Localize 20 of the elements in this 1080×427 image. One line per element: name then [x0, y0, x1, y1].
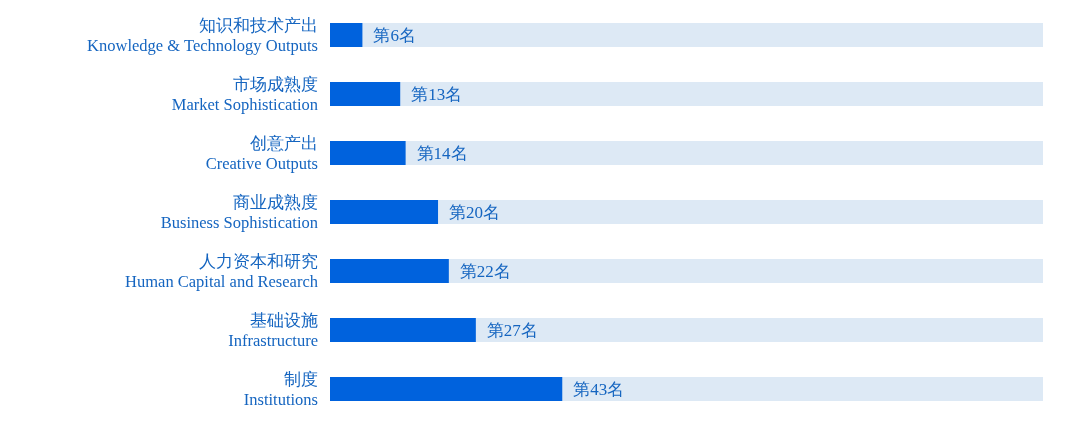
- bar: [330, 318, 476, 342]
- data-label: 第13名: [411, 85, 463, 104]
- y-tick-label: 基础设施 Infrastructure: [228, 311, 318, 350]
- y-tick-label: 商业成熟度 Business Sophistication: [160, 193, 318, 232]
- y-tick-label: 创意产出 Creative Outputs: [205, 134, 318, 173]
- y-tick-label: 市场成熟度 Market Sophistication: [171, 75, 318, 114]
- data-label: 第20名: [449, 203, 501, 222]
- data-label: 第43名: [573, 380, 625, 399]
- bar: [330, 23, 363, 47]
- data-label: 第14名: [416, 144, 468, 163]
- y-tick-label: 人力资本和研究 Human Capital and Research: [125, 252, 319, 291]
- bar: [330, 82, 401, 106]
- y-tick-label: 知识和技术产出 Knowledge & Technology Outputs: [87, 16, 318, 55]
- bar: [330, 200, 439, 224]
- bar: [330, 259, 449, 283]
- data-label: 第27名: [486, 321, 538, 340]
- data-label: 第22名: [459, 262, 511, 281]
- data-label: 第6名: [373, 26, 416, 45]
- y-tick-label: 制度 Institutions: [243, 370, 318, 409]
- bar: [330, 141, 406, 165]
